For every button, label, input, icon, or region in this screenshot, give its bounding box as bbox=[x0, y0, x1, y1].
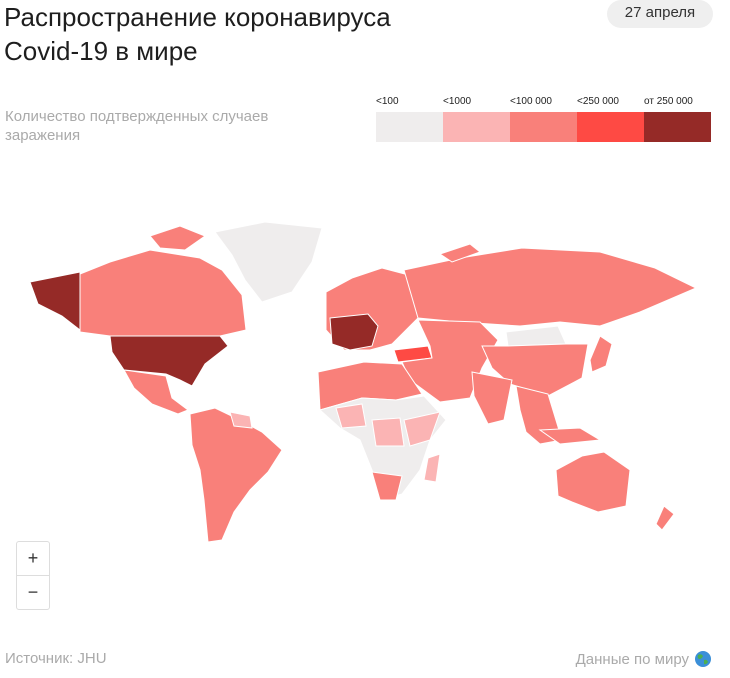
country bbox=[505, 325, 567, 347]
country bbox=[123, 369, 190, 415]
legend-swatch bbox=[644, 112, 711, 142]
country bbox=[438, 243, 482, 263]
zoom-in-button[interactable]: + bbox=[27, 548, 39, 568]
title: Распространение коронавируса Covid-19 в … bbox=[4, 0, 391, 68]
legend-swatch bbox=[510, 112, 577, 142]
legend-swatch bbox=[577, 112, 644, 142]
legend-label: от 250 000 bbox=[644, 96, 693, 107]
country bbox=[423, 453, 441, 483]
country bbox=[471, 371, 513, 425]
country bbox=[655, 505, 675, 531]
legend: <100 <1000 <100 000 <250 000 от 250 000 bbox=[376, 96, 711, 142]
title-line: Распространение коронавируса bbox=[4, 2, 391, 32]
subtitle: Количество подтвержденных случаев зараже… bbox=[5, 108, 269, 144]
country bbox=[79, 249, 247, 337]
legend-swatch bbox=[376, 112, 443, 142]
country bbox=[109, 335, 229, 387]
country bbox=[214, 221, 323, 303]
country bbox=[149, 225, 207, 251]
country bbox=[481, 343, 589, 397]
link-text: Данные по миру bbox=[575, 650, 689, 668]
country bbox=[329, 313, 379, 351]
country bbox=[555, 451, 631, 513]
legend-label: <100 000 bbox=[510, 96, 552, 107]
legend-label: <250 000 bbox=[577, 96, 619, 107]
legend-label: <100 bbox=[376, 96, 399, 107]
country bbox=[403, 411, 441, 447]
world-data-link[interactable]: Данные по миру bbox=[576, 650, 712, 668]
country bbox=[371, 417, 405, 447]
country bbox=[229, 411, 253, 429]
title-line: Covid-19 в мире bbox=[4, 36, 198, 66]
source: Источник: JHU bbox=[5, 650, 107, 667]
country bbox=[589, 335, 613, 373]
country bbox=[538, 427, 602, 445]
legend-swatch bbox=[443, 112, 510, 142]
country bbox=[335, 403, 367, 429]
globe-icon bbox=[695, 651, 711, 667]
legend-label: <1000 bbox=[443, 96, 472, 107]
legend-item: <100 bbox=[376, 96, 443, 142]
world-map bbox=[29, 221, 698, 543]
zoom-out-button[interactable]: − bbox=[17, 575, 49, 609]
legend-item: <100 000 bbox=[510, 96, 577, 142]
country bbox=[29, 271, 81, 332]
legend-item: от 250 000 bbox=[644, 96, 711, 142]
country bbox=[371, 471, 403, 501]
zoom-control: + − bbox=[16, 541, 50, 610]
legend-item: <1000 bbox=[443, 96, 510, 142]
country bbox=[189, 407, 283, 543]
legend-item: <250 000 bbox=[577, 96, 644, 142]
date-badge: 27 апреля bbox=[607, 0, 713, 28]
